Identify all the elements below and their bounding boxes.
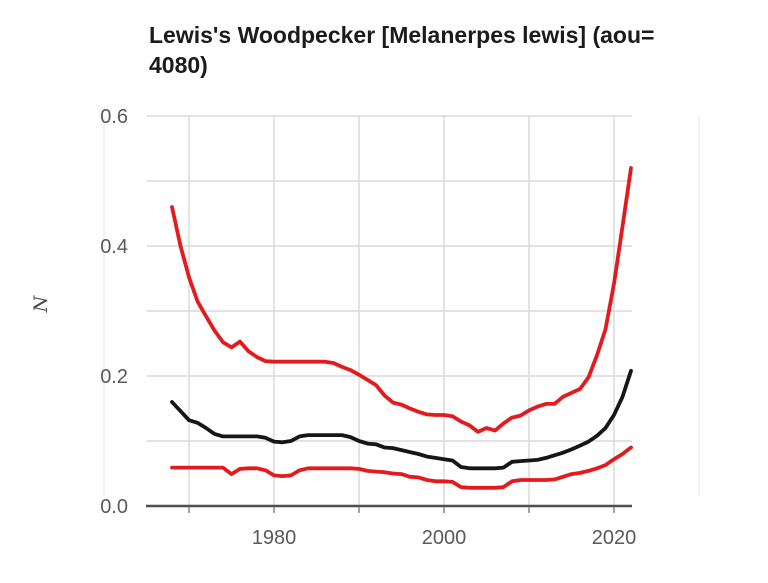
x-tick-label: 2020 [592,527,637,549]
x-tick-label: 2000 [422,527,467,549]
x-tick-label: 1980 [252,527,297,549]
series-line-median [170,368,633,471]
chart-title-line1: Lewis's Woodpecker [Melanerpes lewis] (a… [149,22,655,48]
chart-title: Lewis's Woodpecker [Melanerpes lewis] (a… [149,20,679,80]
chart-title-line2: 4080) [149,52,208,78]
y-tick-label: 0.0 [100,496,128,518]
y-tick-label: 0.6 [100,106,128,128]
series-line-upper-95ci [170,166,633,434]
y-tick-label: 0.2 [100,366,128,388]
series-line-lower-95ci [170,445,633,490]
y-tick-label: 0.4 [100,236,128,258]
